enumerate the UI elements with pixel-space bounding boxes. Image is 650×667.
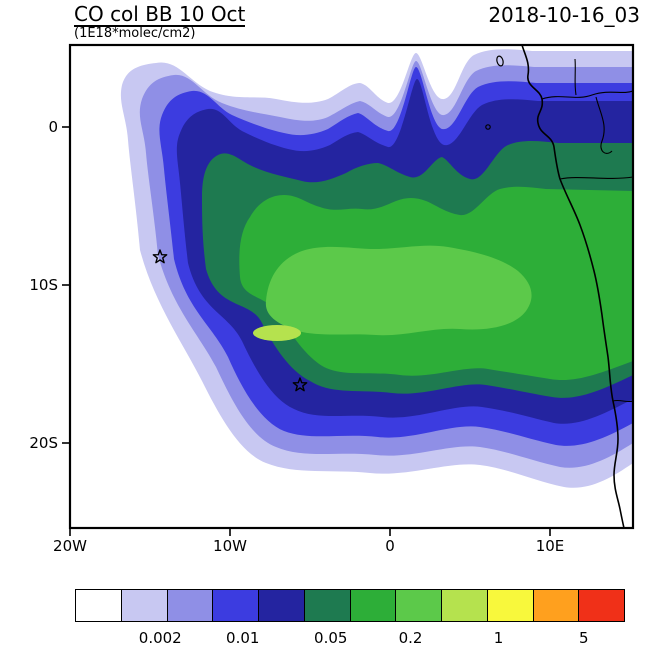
colorbar-cell	[349, 589, 397, 622]
y-tick-label-10s: 10S	[29, 276, 58, 294]
contour-field	[120, 45, 633, 528]
island-outline	[485, 124, 491, 130]
colorbar	[75, 589, 625, 622]
x-tick-label-20w: 20W	[53, 537, 87, 555]
star-marker	[292, 377, 308, 392]
colorbar-cell	[166, 589, 214, 622]
colorbar-cell	[120, 589, 168, 622]
colorbar-cell	[75, 589, 122, 622]
colorbar-cell	[441, 589, 488, 622]
axis-ticks	[62, 126, 551, 536]
country-border	[541, 90, 633, 100]
plot-datestamp: 2018-10-16_03	[488, 3, 640, 27]
contour-level-7	[265, 245, 532, 336]
colorbar-tick-label: 0.002	[138, 629, 182, 647]
country-border	[574, 58, 577, 96]
colorbar-tick-label: 5	[578, 629, 589, 647]
country-border	[559, 176, 633, 180]
x-tick-label-10w: 10W	[213, 537, 247, 555]
island-outline	[496, 55, 504, 67]
colorbar-cell	[395, 589, 442, 622]
country-border	[595, 96, 613, 154]
colorbar-cell	[258, 589, 305, 622]
colorbar-tick-label: 1	[493, 629, 504, 647]
colorbar-cell	[532, 589, 580, 622]
plot-units-label: (1E18*molec/cm2)	[74, 26, 196, 41]
colorbar-cell	[578, 589, 625, 622]
contour-level-8-max-spot	[253, 325, 301, 341]
y-tick-label-0: 0	[48, 118, 58, 136]
colorbar-cell	[486, 589, 534, 622]
x-tick-label-10e: 10E	[535, 537, 565, 555]
colorbar-cell	[212, 589, 259, 622]
star-marker	[152, 249, 168, 264]
colorbar-labels: 0.002 0.01 0.05 0.2 1 5	[75, 629, 625, 651]
plot-frame	[68, 43, 635, 530]
plot-title: CO col BB 10 Oct	[74, 2, 246, 27]
coastline	[521, 45, 625, 528]
colorbar-tick-label: 0.2	[398, 629, 423, 647]
colorbar-tick-label: 0.05	[314, 629, 348, 647]
colorbar-tick-label: 0.01	[226, 629, 260, 647]
country-border	[612, 399, 633, 403]
x-tick-label-0: 0	[385, 537, 395, 555]
map-plot	[62, 43, 635, 536]
colorbar-cell	[303, 589, 351, 622]
y-tick-label-20s: 20S	[29, 434, 58, 452]
